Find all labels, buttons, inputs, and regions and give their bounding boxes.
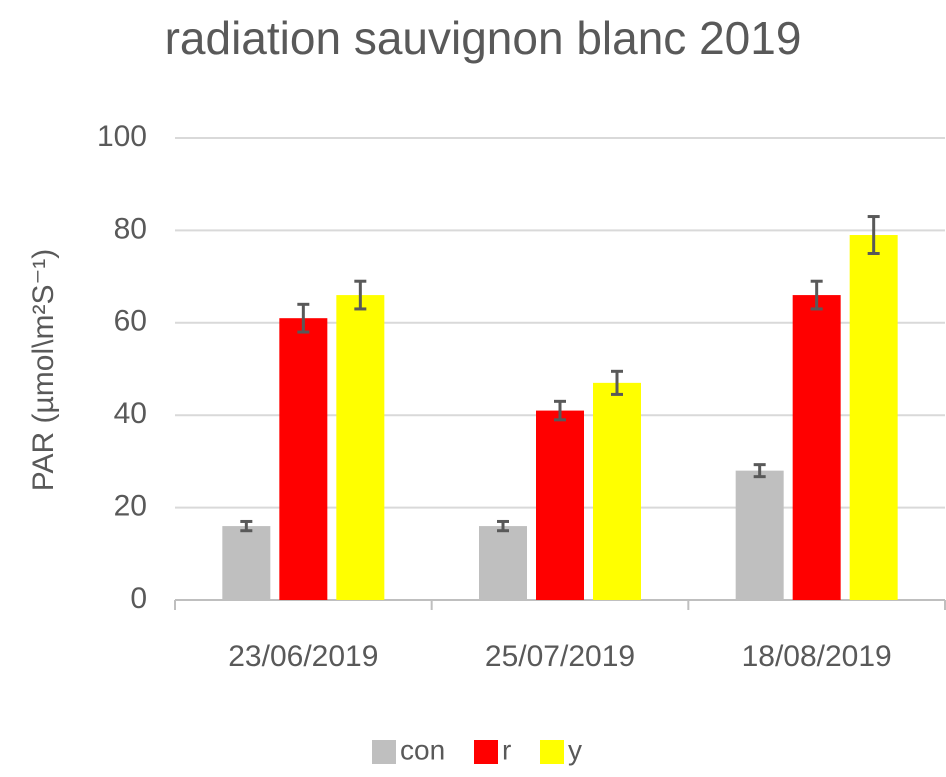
bar — [536, 410, 584, 600]
y-tick-label: 100 — [97, 120, 147, 153]
error-bar — [611, 369, 623, 396]
legend-label: con — [400, 734, 445, 765]
legend-marker — [474, 740, 498, 764]
error-bar — [240, 519, 253, 533]
error-bar — [753, 463, 766, 479]
y-tick-label: 20 — [114, 490, 147, 523]
bar — [792, 295, 841, 600]
y-tick-label: 80 — [114, 212, 147, 245]
bar — [849, 235, 898, 600]
y-tick-label: 60 — [114, 305, 147, 338]
y-axis-label: PAR (µmol\m²S⁻¹) — [27, 249, 60, 492]
error-bar — [810, 279, 823, 311]
legend-label: y — [568, 734, 582, 765]
error-bar — [867, 215, 880, 255]
x-tick-label: 23/06/2019 — [228, 640, 378, 673]
legend-label: r — [502, 734, 511, 765]
error-bar — [497, 519, 509, 533]
y-tick-label: 0 — [130, 582, 147, 615]
error-bar — [354, 279, 367, 311]
x-tick-label: 18/08/2019 — [742, 640, 892, 673]
legend-marker — [372, 740, 396, 764]
x-tick-label: 25/07/2019 — [485, 640, 635, 673]
legend-marker — [540, 740, 564, 764]
bar — [593, 382, 641, 600]
bar — [735, 470, 784, 600]
error-bar — [297, 302, 310, 334]
y-tick-label: 40 — [114, 397, 147, 430]
chart-title: radiation sauvignon blanc 2019 — [165, 12, 802, 64]
bar — [336, 295, 385, 600]
error-bar — [554, 399, 566, 422]
bar — [279, 318, 328, 600]
bar — [222, 526, 271, 600]
bar — [479, 526, 527, 600]
